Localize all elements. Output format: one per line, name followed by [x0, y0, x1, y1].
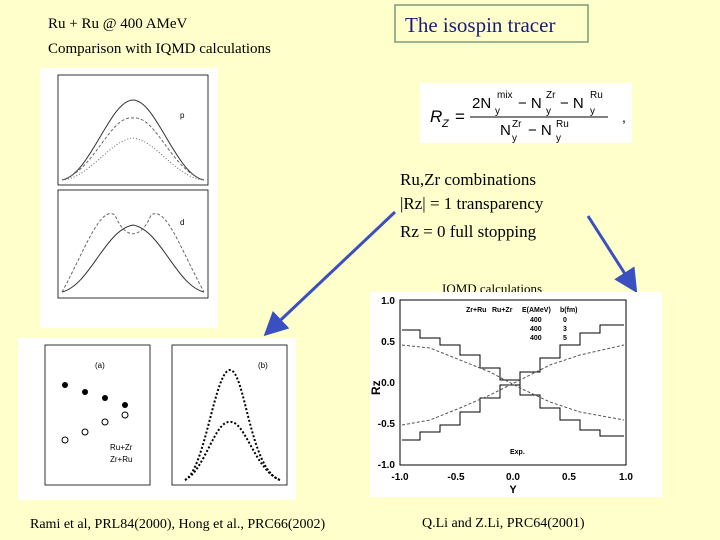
- x-tick-label: -1.0: [391, 472, 409, 483]
- curve: [61, 99, 205, 181]
- formula-text: y: [590, 106, 595, 117]
- plot-image: [370, 292, 662, 497]
- caption: Rami et al, PRL84(2000), Hong et al., PR…: [30, 517, 325, 532]
- panel-label: d: [180, 218, 184, 227]
- curve: [61, 224, 205, 293]
- curve: [184, 368, 281, 481]
- frame: [399, 299, 627, 466]
- formula-box: [420, 83, 632, 143]
- formula-text: N: [500, 122, 511, 139]
- formula-text: =: [455, 107, 465, 126]
- legend-header: Zr+Ru: [466, 307, 486, 314]
- panel-label: (b): [258, 361, 268, 370]
- legend-cell: 400: [530, 335, 542, 342]
- legend-cell: 3: [563, 326, 567, 333]
- legend-cell: 400: [530, 317, 542, 324]
- markers: [62, 382, 128, 408]
- legend-header: b(fm): [560, 307, 578, 314]
- legend-cell: 0: [563, 317, 567, 324]
- formula-text: 2N: [472, 95, 491, 112]
- curve: [401, 344, 625, 421]
- legend-header: E(AMeV): [522, 307, 551, 314]
- formula-text: R: [430, 107, 442, 126]
- formula-text: − N: [528, 122, 552, 139]
- plot-image: [40, 68, 218, 328]
- frame: [57, 189, 209, 299]
- y-tick-label: 1.0: [381, 296, 395, 307]
- formula-text: y: [512, 133, 517, 144]
- curve: [402, 329, 624, 437]
- box-title: The isospin tracer: [405, 13, 555, 37]
- legend-cell: 5: [563, 335, 567, 342]
- formula: R Z = 2N mix y − N Zr y − N Ru y N Zr y …: [420, 83, 632, 144]
- title-line: Ru + Ru @ 400 AMeV: [48, 16, 188, 32]
- curve: [401, 344, 625, 426]
- caption: Q.Li and Z.Li, PRC64(2001): [422, 516, 585, 531]
- legend-header: Ru+Zr: [492, 307, 513, 314]
- bottom-left-plot: (a) (b) Ru+Zr Zr+Ru: [18, 338, 296, 500]
- formula-text: y: [556, 133, 561, 144]
- curve: [61, 213, 205, 293]
- arrow: [263, 210, 397, 337]
- legend-entry: Ru+Zr: [110, 443, 133, 452]
- x-tick-label: 0.5: [562, 472, 576, 483]
- formula-text: − N: [560, 95, 584, 112]
- formula-text: Zr: [512, 119, 522, 130]
- curve: [184, 421, 281, 481]
- formula-text: Ru: [556, 119, 569, 130]
- formula-text: y: [546, 106, 551, 117]
- formula-text: mix: [497, 90, 513, 101]
- frame: [171, 344, 288, 486]
- formula-text: ,: [622, 109, 626, 125]
- legend-cell: 400: [530, 326, 542, 333]
- markers: [61, 411, 129, 444]
- formula-text: − N: [518, 95, 542, 112]
- formula-text: y: [495, 106, 500, 117]
- curve: [61, 117, 205, 181]
- x-tick-label: 1.0: [619, 472, 633, 483]
- title-box: [394, 4, 589, 43]
- frame: [57, 74, 209, 186]
- legend-cell: Exp.: [510, 449, 525, 456]
- plot-image: [18, 338, 296, 500]
- top-left-plot: p d: [40, 68, 218, 328]
- y-tick-label: -0.5: [378, 419, 396, 430]
- y-tick-label: 0.5: [381, 337, 395, 348]
- x-tick-label: -0.5: [447, 472, 465, 483]
- formula-text: Z: [441, 118, 450, 130]
- formula-text: Zr: [546, 90, 556, 101]
- right-plot: 1.0 0.5 0.0 -0.5 -1.0 -1.0 -0.5 0.0 0.5 …: [369, 292, 662, 497]
- formula-text: Ru: [590, 90, 603, 101]
- panel-label: (a): [95, 361, 105, 370]
- y-tick-label: 0.0: [381, 378, 395, 389]
- x-axis-label: Y: [509, 484, 517, 496]
- note: Rz = 0 full stopping: [400, 222, 537, 241]
- y-tick-label: -1.0: [378, 460, 396, 471]
- note: Ru,Zr combinations: [400, 170, 536, 189]
- panel-label: p: [180, 111, 185, 120]
- y-axis-label: Rz: [369, 380, 383, 395]
- arrow: [586, 215, 638, 294]
- title-line: Comparison with IQMD calculations: [48, 41, 271, 57]
- frame: [44, 344, 151, 486]
- x-tick-label: 0.0: [506, 472, 520, 483]
- legend-entry: Zr+Ru: [110, 455, 132, 464]
- note: |Rz| = 1 transparency: [400, 194, 544, 213]
